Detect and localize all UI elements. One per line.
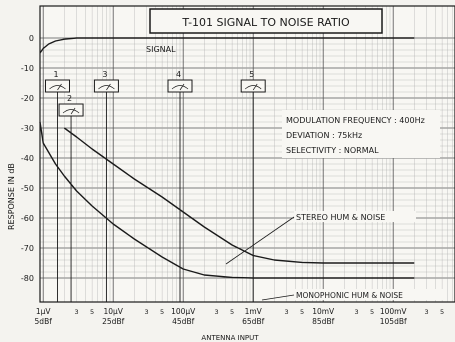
annotation-selectivity: SELECTIVITY : NORMAL (286, 146, 379, 155)
x-minor-label: 5 (230, 308, 234, 316)
x-minor-label: 3 (285, 308, 289, 316)
x-tick-sublabel: 85dBf (312, 317, 334, 326)
y-tick-label: -60 (21, 214, 34, 223)
x-tick-label: 100µV (171, 307, 196, 316)
x-tick-label: 1µV (36, 307, 52, 316)
signal-label: SIGNAL (146, 45, 176, 54)
meter-needle (57, 83, 62, 91)
meter-needle (70, 107, 76, 115)
stereo-leader (225, 216, 295, 265)
y-tick-label: -70 (21, 244, 34, 253)
meter-icon (167, 79, 193, 93)
y-tick-label: 0 (29, 34, 34, 43)
meter-icon (93, 79, 119, 93)
mono-leader (261, 294, 295, 301)
mono-label: MONOPHONIC HUM & NOISE (296, 291, 403, 300)
x-tick-sublabel: 45dBf (172, 317, 194, 326)
meter-needle (179, 83, 185, 91)
meter-marker: 4 (167, 70, 193, 302)
x-minor-label: 5 (90, 308, 94, 316)
x-tick-label: 10µV (103, 307, 123, 316)
meter-marker: 2 (58, 94, 84, 302)
y-tick-label: -10 (21, 64, 34, 73)
marker-label: 5 (249, 70, 254, 79)
meter-needle (252, 83, 258, 91)
y-axis: 0 -10 -20 -30 -40 -50 -60 -70 -80 (21, 34, 34, 283)
x-minor-label: 5 (300, 308, 304, 316)
x-tick-label: 10mV (312, 307, 335, 316)
x-tick-sublabel: 65dBf (242, 317, 264, 326)
annotation-deviation: DEVIATION : 75kHz (286, 131, 362, 140)
y-tick-label: -50 (21, 184, 34, 193)
marker-label: 4 (176, 70, 181, 79)
markers-group: 1 2 3 4 5 (44, 70, 266, 302)
stereo-label: STEREO HUM & NOISE (296, 213, 385, 222)
y-tick-label: -80 (21, 274, 34, 283)
mono-noise-line (39, 121, 415, 279)
x-minor-label: 3 (145, 308, 149, 316)
stereo-label-bg (294, 211, 416, 222)
annotation-box (282, 110, 440, 158)
x-minor-label: 5 (160, 308, 164, 316)
meter-scale (244, 85, 262, 90)
x-minor-label: 3 (75, 308, 79, 316)
annotation-modulation: MODULATION FREQUENCY : 400Hz (286, 116, 425, 125)
plot-frame (39, 5, 455, 303)
meter-marker: 3 (93, 70, 119, 302)
x-minor-label: 3 (215, 308, 219, 316)
meter-scale (62, 109, 80, 114)
y-axis-label: RESPONSE IN dB (7, 163, 16, 230)
x-tick-sublabel: 105dBf (380, 317, 407, 326)
mono-label-bg (294, 289, 444, 300)
title-box (149, 8, 383, 34)
y-tick-label: -20 (21, 94, 34, 103)
meter-needle (106, 83, 111, 91)
chart-title: T-101 SIGNAL TO NOISE RATIO (181, 16, 350, 29)
meter-icon (44, 79, 70, 93)
marker-label: 1 (53, 70, 58, 79)
x-minor-label: 3 (425, 308, 429, 316)
series-group (39, 37, 415, 279)
signal-line (39, 37, 415, 54)
meter-marker: 1 (44, 70, 70, 302)
meter-icon (240, 79, 266, 93)
marker-label: 3 (102, 70, 107, 79)
marker-label: 2 (67, 94, 72, 103)
x-tick-sublabel: 25dBf (102, 317, 124, 326)
stereo-noise-line (63, 127, 415, 264)
x-minor-label: 5 (370, 308, 374, 316)
meter-scale (98, 85, 115, 90)
meter-scale (171, 85, 189, 90)
x-minor-label: 5 (440, 308, 444, 316)
x-minor-label: 3 (355, 308, 359, 316)
meter-scale (49, 85, 66, 90)
y-tick-label: -30 (21, 124, 34, 133)
x-axis-label: ANTENNA INPUT (201, 334, 259, 342)
x-tick-label: 1mV (245, 307, 263, 316)
y-tick-label: -40 (21, 154, 34, 163)
meter-marker: 5 (240, 70, 266, 302)
meter-icon (58, 103, 84, 117)
x-tick-sublabel: 5dBf (35, 317, 53, 326)
x-tick-label: 100mV (380, 307, 408, 316)
